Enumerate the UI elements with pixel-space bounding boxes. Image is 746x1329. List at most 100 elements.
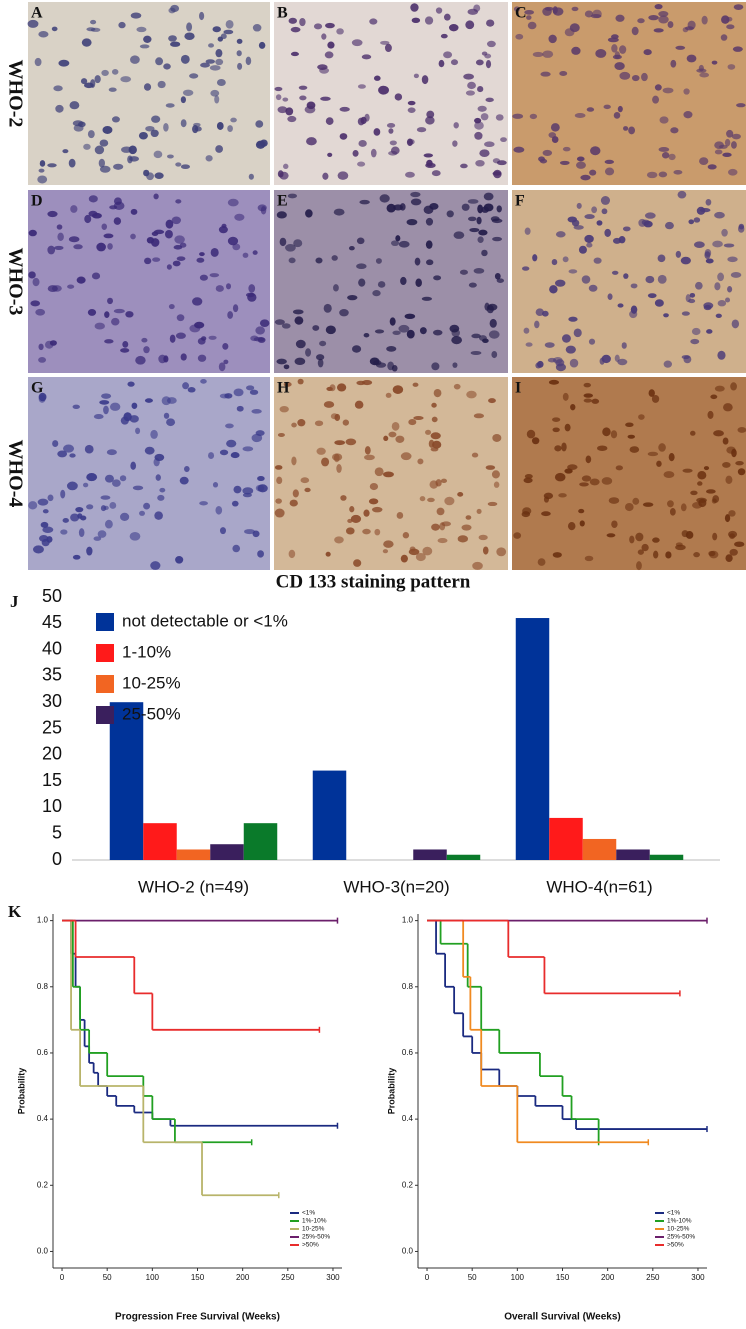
cell-nucleus (234, 213, 245, 221)
cell-nucleus (135, 427, 141, 435)
cell-nucleus (658, 147, 670, 152)
cell-nucleus (617, 105, 623, 113)
cell-nucleus (697, 481, 703, 486)
legend-label: 25-50% (122, 704, 181, 723)
cell-nucleus (612, 237, 622, 244)
cell-nucleus (611, 44, 618, 53)
cell-nucleus (32, 545, 44, 554)
cell-nucleus (473, 268, 485, 274)
cell-nucleus (631, 74, 640, 82)
cell-nucleus (113, 201, 125, 210)
cell-nucleus (337, 171, 349, 180)
cell-nucleus (524, 227, 531, 235)
x-tick-label: 50 (468, 1273, 477, 1282)
cell-nucleus (465, 20, 475, 30)
cell-nucleus (359, 199, 370, 205)
cell-nucleus (386, 203, 396, 213)
cell-nucleus (701, 15, 708, 25)
cell-nucleus (512, 113, 524, 119)
cell-nucleus (357, 84, 366, 89)
cell-nucleus (113, 217, 122, 225)
bar (176, 849, 211, 860)
cell-nucleus (378, 85, 390, 95)
cell-nucleus (548, 379, 560, 385)
cell-nucleus (389, 317, 396, 326)
cell-nucleus (433, 275, 442, 281)
cell-nucleus (562, 256, 569, 263)
cell-nucleus (713, 430, 724, 437)
row-label: WHO-2 (4, 60, 26, 128)
cell-nucleus (199, 501, 208, 506)
cell-nucleus (704, 249, 712, 257)
cell-nucleus (196, 257, 205, 263)
cell-nucleus (60, 529, 68, 535)
cell-nucleus (402, 531, 410, 539)
cell-nucleus (279, 237, 287, 247)
cell-nucleus (93, 414, 104, 420)
cell-nucleus (336, 383, 347, 392)
cell-nucleus (475, 59, 484, 66)
cell-nucleus (42, 509, 49, 514)
legend-label: >50% (667, 1242, 684, 1249)
cell-nucleus (715, 313, 722, 318)
cell-nucleus (551, 136, 559, 143)
cell-nucleus (622, 226, 631, 232)
cell-nucleus (255, 120, 264, 128)
cell-nucleus (579, 520, 585, 527)
panel-letter: F (515, 193, 525, 210)
cell-nucleus (673, 169, 683, 175)
cell-nucleus (219, 527, 226, 535)
cell-nucleus (663, 313, 669, 318)
cell-nucleus (645, 275, 655, 284)
cell-nucleus (564, 28, 575, 37)
cell-nucleus (430, 432, 441, 440)
cell-nucleus (282, 97, 289, 102)
cell-nucleus (242, 487, 254, 495)
cell-nucleus (591, 398, 600, 404)
cell-nucleus (340, 495, 347, 501)
cell-nucleus (568, 269, 578, 274)
cell-nucleus (400, 554, 408, 563)
cell-nucleus (281, 323, 291, 329)
cell-nucleus (215, 505, 223, 515)
cell-nucleus (51, 285, 62, 292)
cell-nucleus (491, 218, 503, 224)
cell-nucleus (601, 477, 613, 485)
cell-nucleus (613, 111, 621, 119)
cell-nucleus (552, 417, 561, 422)
cell-nucleus (426, 159, 433, 167)
cell-nucleus (571, 46, 581, 55)
cell-nucleus (216, 78, 226, 87)
cell-nucleus (111, 116, 120, 123)
cell-nucleus (325, 22, 335, 29)
cell-nucleus (199, 274, 208, 281)
cell-nucleus (290, 51, 299, 57)
cell-nucleus (731, 141, 737, 149)
cell-nucleus (120, 512, 130, 521)
legend-label: 25%-50% (302, 1234, 330, 1241)
cell-nucleus (662, 87, 674, 94)
cell-nucleus (321, 457, 330, 467)
cell-nucleus (38, 394, 46, 403)
cell-nucleus (658, 15, 669, 24)
cell-nucleus (552, 7, 564, 16)
cell-nucleus (382, 471, 394, 478)
cell-nucleus (101, 69, 109, 77)
cell-nucleus (315, 257, 323, 264)
cell-nucleus (603, 104, 611, 110)
cell-nucleus (452, 362, 458, 368)
panel-letter: A (31, 5, 43, 22)
cell-nucleus (629, 310, 638, 319)
cell-nucleus (451, 328, 460, 337)
cell-nucleus (453, 231, 465, 239)
x-tick-label: 50 (103, 1273, 112, 1282)
cell-nucleus (331, 255, 338, 261)
cell-nucleus (654, 84, 662, 91)
cell-nucleus (538, 156, 545, 162)
cell-nucleus (610, 430, 618, 439)
cell-nucleus (581, 275, 591, 284)
cell-nucleus (705, 198, 712, 206)
cell-nucleus (143, 83, 152, 91)
cell-nucleus (171, 216, 182, 225)
cell-nucleus (218, 226, 228, 234)
